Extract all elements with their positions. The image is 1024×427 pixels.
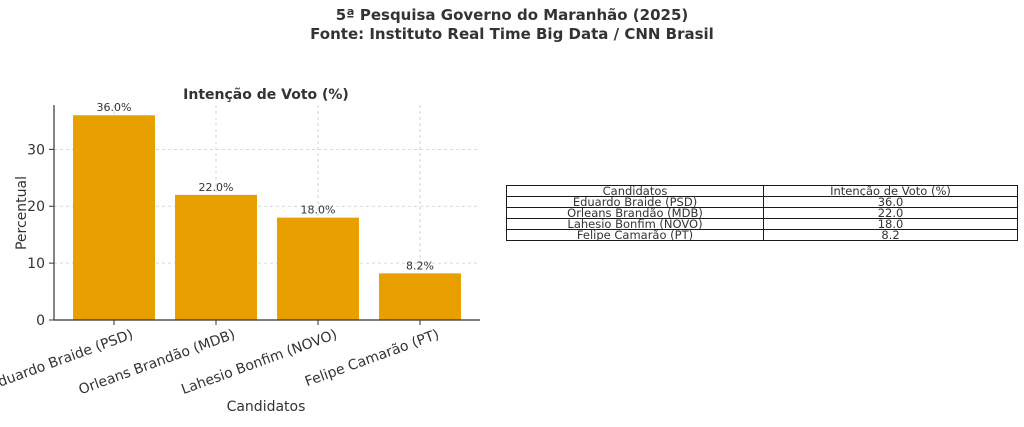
axes [53, 105, 480, 321]
table-cell-value: 36.0 [763, 196, 1018, 208]
bar [277, 217, 359, 320]
y-tick-label: 0 [36, 313, 45, 329]
table-cell-candidate: Eduardo Braide (PSD) [506, 196, 764, 208]
bars [73, 115, 461, 320]
table-header-row: Candidatos Intenção de Voto (%) [506, 185, 1018, 197]
data-label: 22.0% [199, 181, 234, 194]
data-label: 8.2% [406, 259, 434, 272]
data-label: 36.0% [97, 101, 132, 114]
y-tick-label: 30 [27, 142, 45, 158]
table-row: Orleans Brandão (MDB) 22.0 [506, 207, 1018, 219]
results-table: Candidatos Intenção de Voto (%) Eduardo … [506, 185, 1018, 241]
table-row: Lahesio Bonfim (NOVO) 18.0 [506, 218, 1018, 230]
table-cell-candidate: Orleans Brandão (MDB) [506, 207, 764, 219]
figure-title: 5ª Pesquisa Governo do Maranhão (2025) F… [0, 6, 1024, 44]
bar [175, 194, 257, 320]
data-labels: 36.0% 22.0% 18.0% 8.2% [97, 101, 434, 272]
data-label: 18.0% [301, 204, 336, 217]
x-axis-label: Candidatos [227, 399, 306, 415]
table-cell-candidate: Felipe Camarão (PT) [506, 229, 764, 241]
chart-title: Intenção de Voto (%) [183, 87, 349, 103]
table-cell-value: 22.0 [763, 207, 1018, 219]
figure-title-line-2: Fonte: Instituto Real Time Big Data / CN… [310, 25, 714, 43]
table-row: Eduardo Braide (PSD) 36.0 [506, 196, 1018, 208]
table-header-candidates: Candidatos [506, 185, 764, 197]
table-header-vote-intention: Intenção de Voto (%) [763, 185, 1018, 197]
table-cell-value: 18.0 [763, 218, 1018, 230]
y-axis-label: Percentual [14, 176, 30, 250]
bar [73, 115, 155, 320]
table-cell-value: 8.2 [763, 229, 1018, 241]
y-tick-label: 10 [27, 256, 45, 272]
bar [379, 273, 461, 320]
figure-title-line-1: 5ª Pesquisa Governo do Maranhão (2025) [335, 6, 689, 24]
table-row: Felipe Camarão (PT) 8.2 [506, 229, 1018, 241]
table-cell-candidate: Lahesio Bonfim (NOVO) [506, 218, 764, 230]
y-tick-label: 20 [27, 199, 45, 215]
